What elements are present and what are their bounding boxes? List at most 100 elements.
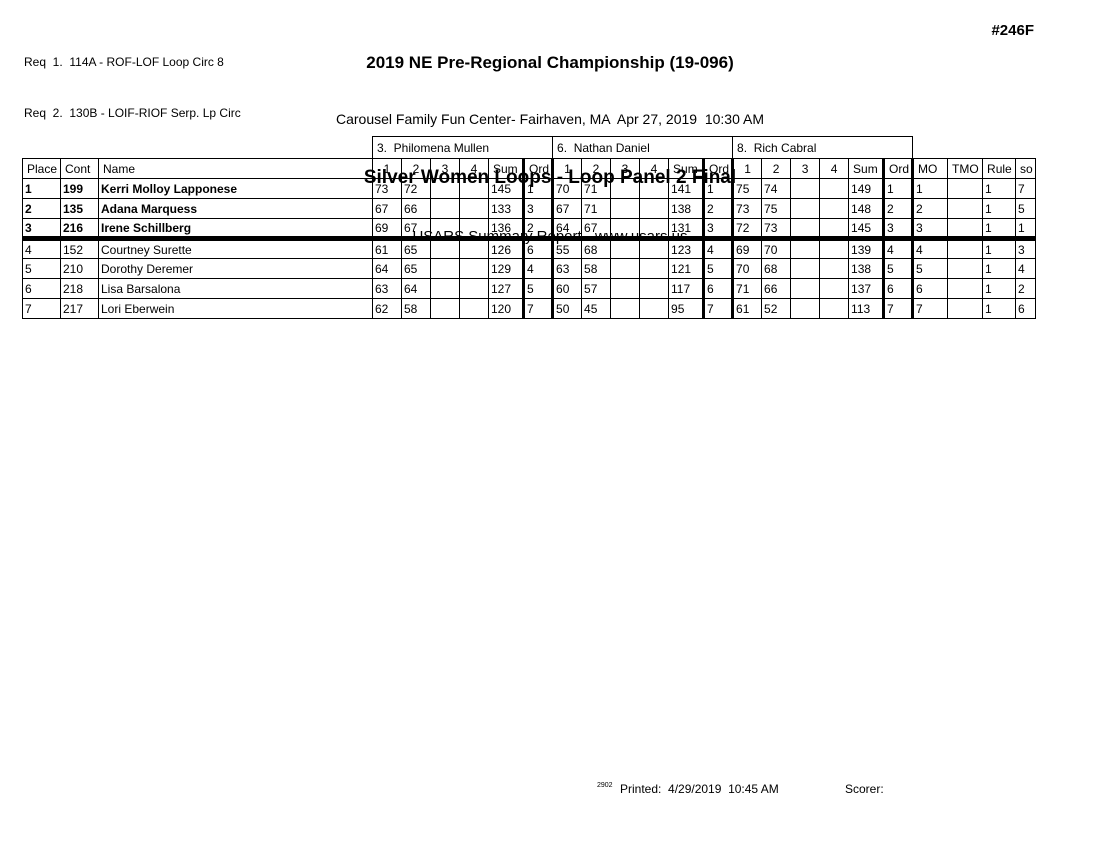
sum-cell: 133 xyxy=(488,198,524,219)
col-header-score2: 2 xyxy=(761,158,792,179)
mo-cell: 1 xyxy=(912,178,949,199)
ord-cell: 4 xyxy=(882,236,915,259)
ord-cell: 4 xyxy=(521,258,555,279)
col-header-score3: 3 xyxy=(790,158,821,179)
score-cell: 71 xyxy=(732,278,763,299)
ord-cell: 7 xyxy=(702,298,735,319)
ord-cell: 1 xyxy=(882,178,915,199)
name-cell: Adana Marquess xyxy=(98,198,373,219)
sum-cell: 127 xyxy=(488,278,524,299)
col-header-score3: 3 xyxy=(610,158,641,179)
judge-header-spacer xyxy=(23,137,373,159)
score-cell: 63 xyxy=(372,278,402,299)
score-cell xyxy=(459,178,489,199)
so-cell: 2 xyxy=(1015,278,1037,299)
ord-cell: 5 xyxy=(521,278,555,299)
so-cell: 7 xyxy=(1015,178,1037,199)
name-cell: Lori Eberwein xyxy=(98,298,373,319)
score-cell xyxy=(430,236,460,259)
score-cell: 75 xyxy=(732,178,763,199)
sum-cell: 148 xyxy=(848,198,885,219)
ord-cell: 5 xyxy=(702,258,735,279)
tmo-cell xyxy=(947,218,984,239)
score-cell xyxy=(459,236,489,259)
score-cell: 75 xyxy=(761,198,792,219)
score-cell xyxy=(819,218,850,239)
score-cell xyxy=(790,298,821,319)
ord-cell: 6 xyxy=(882,278,915,299)
mo-cell: 7 xyxy=(912,298,949,319)
requirement-2: Req 2. 130B - LOIF-RIOF Serp. Lp Circ xyxy=(24,106,241,120)
score-cell xyxy=(430,298,460,319)
score-cell xyxy=(819,236,850,259)
score-cell: 52 xyxy=(761,298,792,319)
sum-cell: 123 xyxy=(668,236,705,259)
mo-cell: 2 xyxy=(912,198,949,219)
score-cell: 65 xyxy=(401,236,431,259)
ord-cell: 7 xyxy=(521,298,555,319)
rule-cell: 1 xyxy=(982,236,1017,259)
ord-cell: 2 xyxy=(702,198,735,219)
ord-cell: 3 xyxy=(702,218,735,239)
table-row: 4 152 Courtney Surette 61 65 126 6 55 68 123 4 69 70… xyxy=(22,236,1037,259)
score-cell xyxy=(790,198,821,219)
name-cell: Kerri Molloy Lapponese xyxy=(98,178,373,199)
score-cell: 70 xyxy=(732,258,763,279)
sum-cell: 149 xyxy=(848,178,885,199)
score-cell xyxy=(459,278,489,299)
sum-cell: 95 xyxy=(668,298,705,319)
score-cell: 58 xyxy=(401,298,431,319)
col-header-rule: Rule xyxy=(982,158,1017,179)
score-cell xyxy=(639,298,670,319)
mo-cell: 3 xyxy=(912,218,949,239)
score-cell: 45 xyxy=(581,298,612,319)
score-cell: 66 xyxy=(761,278,792,299)
score-cell: 60 xyxy=(552,278,583,299)
score-cell xyxy=(819,198,850,219)
score-cell xyxy=(459,258,489,279)
sum-cell: 145 xyxy=(488,178,524,199)
column-header-row: Place Cont Name 1 2 3 4 Sum Ord 1 2 3 4 … xyxy=(22,158,1037,179)
score-cell xyxy=(819,258,850,279)
score-cell xyxy=(639,218,670,239)
col-header-score1: 1 xyxy=(732,158,763,179)
score-cell: 73 xyxy=(761,218,792,239)
name-cell: Dorothy Deremer xyxy=(98,258,373,279)
ord-cell: 1 xyxy=(702,178,735,199)
score-cell: 70 xyxy=(761,236,792,259)
ord-cell: 2 xyxy=(521,218,555,239)
venue-datetime: Carousel Family Fun Center- Fairhaven, M… xyxy=(336,111,764,127)
table-row: 1 199 Kerri Molloy Lapponese 73 72 145 1 70 71 14… xyxy=(22,178,1037,199)
heat-number: #246F xyxy=(991,22,1034,39)
score-cell xyxy=(790,218,821,239)
tmo-cell xyxy=(947,236,984,259)
requirement-1: Req 1. 114A - ROF-LOF Loop Circ 8 xyxy=(24,55,224,69)
score-cell xyxy=(610,236,641,259)
cont-cell: 135 xyxy=(60,198,99,219)
score-cell xyxy=(610,258,641,279)
col-header-ord: Ord xyxy=(521,158,555,179)
score-cell: 62 xyxy=(372,298,402,319)
score-cell: 70 xyxy=(552,178,583,199)
score-cell xyxy=(639,258,670,279)
printed-timestamp: Printed: 4/29/2019 10:45 AM xyxy=(620,782,779,796)
table-row: 6 218 Lisa Barsalona 63 64 127 5 60 57 117 6 71 66 13… xyxy=(22,278,1037,299)
score-cell: 73 xyxy=(372,178,402,199)
score-cell xyxy=(610,278,641,299)
score-cell: 67 xyxy=(552,198,583,219)
col-header-name: Name xyxy=(98,158,373,179)
name-cell: Irene Schillberg xyxy=(98,218,373,239)
score-cell xyxy=(639,178,670,199)
judge-3-name: 8. Rich Cabral xyxy=(732,136,914,159)
score-cell xyxy=(610,298,641,319)
ord-cell: 3 xyxy=(521,198,555,219)
judge-header-row: 3. Philomena Mullen 6. Nathan Daniel 8. … xyxy=(23,136,1036,159)
rule-cell: 1 xyxy=(982,298,1017,319)
ord-cell: 2 xyxy=(882,198,915,219)
score-cell: 64 xyxy=(401,278,431,299)
place-cell: 7 xyxy=(22,298,61,319)
cont-cell: 210 xyxy=(60,258,99,279)
cont-cell: 152 xyxy=(60,236,99,259)
ord-cell: 4 xyxy=(702,236,735,259)
